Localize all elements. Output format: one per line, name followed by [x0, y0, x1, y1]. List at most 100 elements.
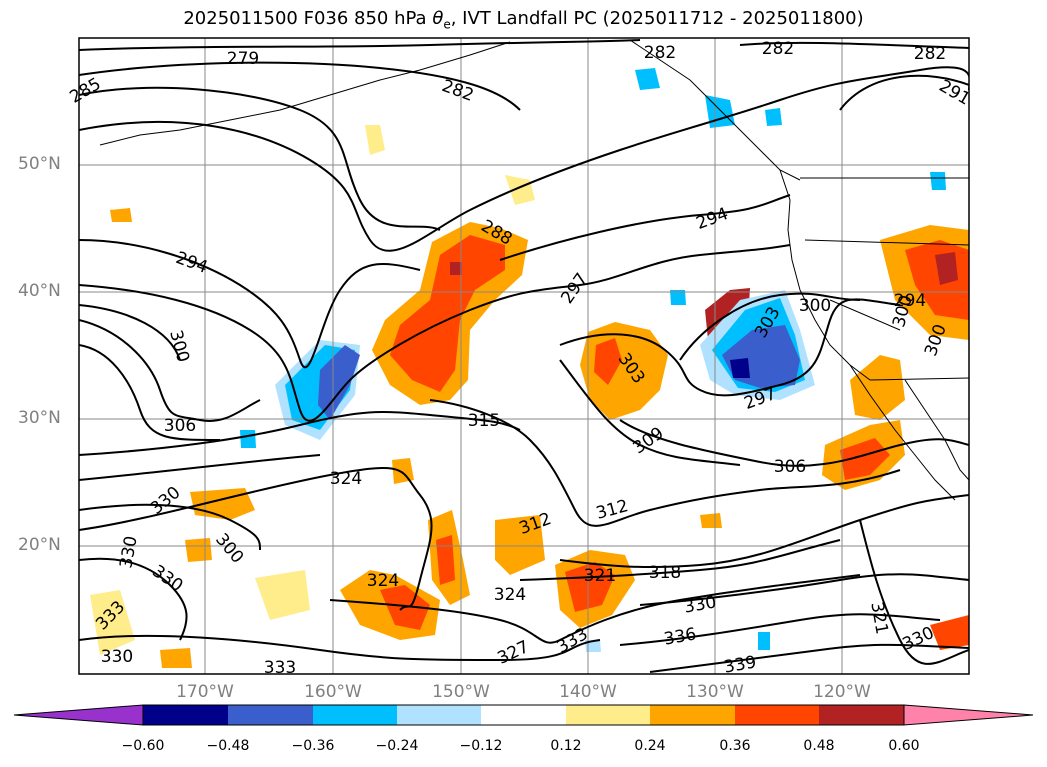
coast-baja: [849, 364, 956, 501]
contour-label: 324: [494, 585, 526, 605]
colorbar-swatch-9: [819, 705, 904, 725]
blob-mid-red: [594, 338, 622, 385]
colorbar-frame: [142, 704, 905, 726]
blob-ca-navy: [730, 358, 750, 378]
plot-frame: [78, 37, 970, 675]
contour-label: 333: [264, 658, 296, 678]
map-title: 2025011500 F036 850 hPa θe, IVT Landfall…: [0, 8, 1047, 32]
contour-label: 306: [164, 416, 196, 436]
colorbar-over-arrow: [903, 704, 1034, 726]
contour-306: [79, 344, 969, 467]
blob-orange-small-2: [185, 538, 212, 562]
shading-negative: [240, 68, 946, 652]
blob-west-blue: [318, 345, 360, 420]
colorbar-tick-9: 0.48: [803, 738, 835, 754]
colorbar-tick-5: −0.12: [459, 738, 503, 754]
blob-ak-cyan-4: [930, 172, 946, 190]
contour-321: [79, 503, 841, 581]
title-theta: θ: [432, 8, 444, 29]
contour-label: 324: [367, 571, 399, 591]
lon-label-150w: 150°W: [432, 682, 490, 702]
colorbar-swatch-8: [735, 705, 819, 725]
contour-336: [619, 613, 941, 646]
contour-300b: [679, 292, 861, 361]
lat-label-40n: 40°N: [18, 281, 61, 301]
contour-300a: [79, 319, 261, 422]
lon-label-130w: 130°W: [686, 682, 744, 702]
contour-291: [839, 74, 969, 111]
colorbar-tick-6: 0.12: [550, 738, 582, 754]
blob-yellow-1: [365, 125, 385, 155]
coast-bc-wa: [779, 169, 871, 381]
title-main: 2025011500 F036 850 hPa: [183, 8, 433, 29]
blob-ak-cyan-1: [635, 68, 660, 90]
colorbar: [13, 704, 1034, 726]
colorbar-swatch-5: [481, 705, 566, 725]
contour-324: [79, 466, 433, 611]
blob-yellow-4: [90, 590, 135, 655]
contour-label: 300: [799, 296, 831, 316]
contour-label: 282: [914, 44, 946, 64]
blob-ar-core-red: [390, 235, 505, 392]
blob-ak-cyan-3: [765, 108, 782, 126]
lat-label-30n: 30°N: [18, 408, 61, 428]
contour-318: [79, 454, 969, 569]
contour-label: 279: [227, 49, 259, 69]
contour-label: 315: [468, 411, 500, 431]
blob-lightblue-small-1: [585, 640, 601, 652]
contour-label: 321: [584, 566, 616, 586]
theta-e-contours: [79, 39, 969, 673]
lon-label-120w: 120°W: [813, 682, 871, 702]
contour-282a: [79, 61, 521, 111]
colorbar-tick-8: 0.36: [719, 738, 751, 754]
contour-315: [79, 411, 521, 456]
blob-se-red: [930, 615, 969, 650]
blob-ak-cyan-2: [705, 95, 735, 128]
colorbar-swatch-4: [397, 705, 481, 725]
colorbar-swatch-7: [650, 705, 735, 725]
contour-294a: [79, 239, 421, 369]
colorbar-tick-4: −0.24: [375, 738, 419, 754]
blob-yellow-3: [255, 570, 310, 620]
blob-orange-small-4: [160, 648, 192, 668]
colorbar-under-arrow: [13, 704, 144, 726]
coast-aleutians: [99, 41, 511, 146]
contour-285: [79, 86, 441, 231]
contour-312: [429, 399, 901, 527]
blob-sw2-orange: [495, 515, 545, 575]
border-state-2: [829, 299, 901, 331]
border-state-1: [804, 239, 969, 246]
blob-cyan-small-3: [758, 632, 770, 650]
colorbar-swatch-3: [313, 705, 397, 725]
contour-label: 324: [330, 469, 362, 489]
blob-ne-darkred: [935, 252, 958, 285]
blob-orange-small-3: [700, 513, 722, 528]
contour-339: [649, 643, 969, 673]
blob-south-red: [565, 562, 615, 612]
colorbar-tick-1: −0.60: [121, 738, 165, 754]
blob-cyan-small-1: [240, 430, 256, 448]
lat-label-20n: 20°N: [18, 535, 61, 555]
contour-327: [329, 574, 861, 644]
colorbar-swatch-6: [566, 705, 650, 725]
contour-288: [79, 66, 969, 252]
contour-333: [79, 634, 601, 662]
title-rest: , IVT Landfall PC (2025011712 - 20250118…: [450, 8, 864, 29]
contour-label: 294: [894, 291, 926, 311]
coast-alaska-panhandle: [629, 39, 801, 181]
colorbar-tick-10: 0.60: [888, 738, 920, 754]
contour-282b: [739, 41, 969, 49]
blob-yellow-2: [505, 175, 535, 205]
colorbar-swatch-1: [143, 705, 228, 725]
border-us-mexico: [869, 377, 969, 381]
plot-area: [79, 38, 969, 674]
colorbar-tick-7: 0.24: [634, 738, 666, 754]
contour-279: [79, 39, 641, 51]
lon-label-160w: 160°W: [304, 682, 362, 702]
contour-label: 282: [762, 39, 794, 59]
title-subscript: e: [443, 17, 451, 32]
contour-label: 282: [644, 43, 676, 63]
contour-label: 318: [649, 563, 681, 583]
shading-positive: [90, 125, 969, 668]
